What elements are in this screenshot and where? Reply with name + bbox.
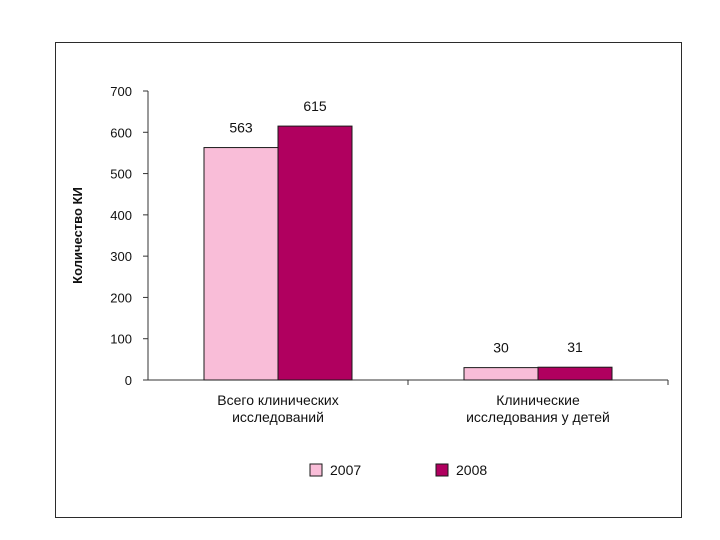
y-tick-label: 600 (110, 125, 132, 140)
x-category-label: Клинические (496, 392, 580, 408)
bar-2008-0 (277, 125, 353, 381)
legend-swatch-2007 (309, 463, 323, 477)
y-tick-label: 700 (110, 84, 132, 99)
y-tick-label: 100 (110, 332, 132, 347)
legend-swatch-2008 (435, 463, 449, 477)
y-tick-label: 400 (110, 208, 132, 223)
data-label: 563 (229, 120, 253, 136)
legend-label-2008: 2008 (456, 462, 487, 478)
legend: 2007 2008 (309, 462, 487, 478)
bars (203, 125, 613, 381)
y-tick-label: 0 (125, 373, 132, 388)
y-axis-title: Количество КИ (70, 187, 85, 284)
y-tick-label: 200 (110, 290, 132, 305)
x-category-label: исследования у детей (466, 409, 610, 425)
chart-frame (55, 42, 682, 518)
bar-2007-0 (203, 147, 279, 381)
x-category-label: Всего клинических (217, 392, 338, 408)
bar-2008-1 (537, 366, 613, 381)
data-label: 30 (493, 340, 509, 356)
data-label: 615 (303, 98, 327, 114)
bar-2007-1 (463, 367, 539, 381)
y-tick-label: 500 (110, 167, 132, 182)
legend-label-2007: 2007 (330, 462, 361, 478)
x-category-label: исследований (232, 409, 324, 425)
y-tick-label: 300 (110, 249, 132, 264)
data-label: 31 (567, 339, 583, 355)
